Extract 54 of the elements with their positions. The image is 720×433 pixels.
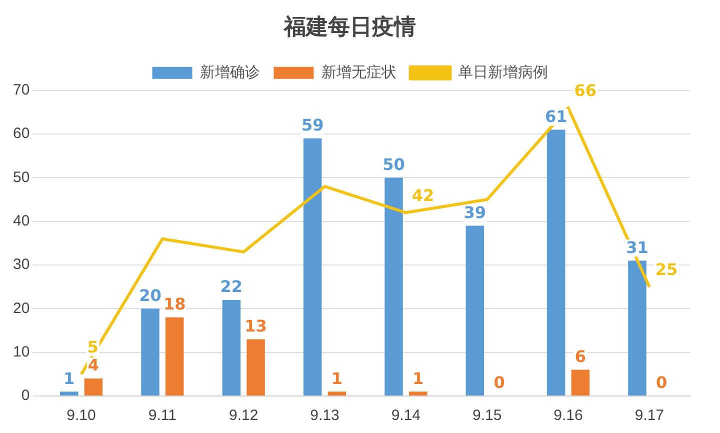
data-label: 66: [574, 81, 597, 100]
bar: [384, 178, 403, 396]
legend-label: 新增无症状: [321, 64, 396, 82]
x-tick-label: 9.16: [554, 407, 583, 424]
data-label: 4: [88, 356, 100, 375]
y-tick-label: 70: [12, 82, 30, 99]
y-tick-label: 60: [12, 125, 30, 142]
data-label: 39: [464, 202, 486, 222]
bar: [84, 378, 103, 396]
legend-label: 单日新增病例: [458, 64, 548, 82]
y-tick-label: 50: [12, 168, 30, 186]
data-label: 0: [656, 373, 668, 392]
bar: [222, 300, 241, 396]
x-tick-label: 9.15: [472, 407, 502, 424]
data-label: 61: [544, 106, 568, 126]
data-label: 20: [139, 286, 162, 305]
data-label: 13: [244, 316, 267, 336]
bar: [466, 226, 484, 396]
chart-title: 福建每日疫情: [283, 14, 416, 40]
x-tick-label: 9.12: [228, 407, 258, 424]
bar: [141, 308, 160, 396]
data-label: 5: [87, 337, 98, 356]
bar: [408, 392, 428, 396]
y-tick-label: 20: [12, 300, 30, 317]
data-label: 50: [382, 154, 405, 174]
x-tick-label: 9.11: [148, 407, 176, 424]
data-label: 59: [301, 116, 324, 135]
data-label: 31: [626, 238, 648, 257]
bar: [328, 392, 346, 396]
x-tick-label: 9.10: [66, 407, 96, 424]
x-tick-label: 9.13: [310, 407, 340, 424]
bar: [546, 130, 566, 396]
data-label: 42: [412, 186, 434, 205]
data-label: 18: [163, 294, 186, 314]
y-tick-label: 40: [12, 212, 30, 230]
legend-label: 新增确诊: [200, 64, 260, 82]
bar: [628, 260, 646, 396]
data-label: 25: [655, 260, 678, 280]
data-label: 0: [494, 373, 505, 392]
data-label: 6: [574, 346, 586, 366]
y-tick-label: 10: [12, 343, 30, 360]
data-label: 1: [64, 368, 75, 388]
x-tick-label: 9.14: [391, 407, 421, 424]
data-label: 1: [412, 368, 424, 388]
data-label: 1: [331, 368, 343, 388]
bar: [303, 138, 322, 396]
bar: [165, 317, 184, 396]
bar: [571, 370, 590, 396]
data-label: 22: [220, 277, 243, 296]
y-tick-label: 30: [12, 256, 30, 274]
y-tick-label: 0: [21, 387, 30, 404]
bar: [60, 392, 78, 396]
bar: [246, 339, 265, 396]
x-tick-label: 9.17: [634, 407, 664, 424]
